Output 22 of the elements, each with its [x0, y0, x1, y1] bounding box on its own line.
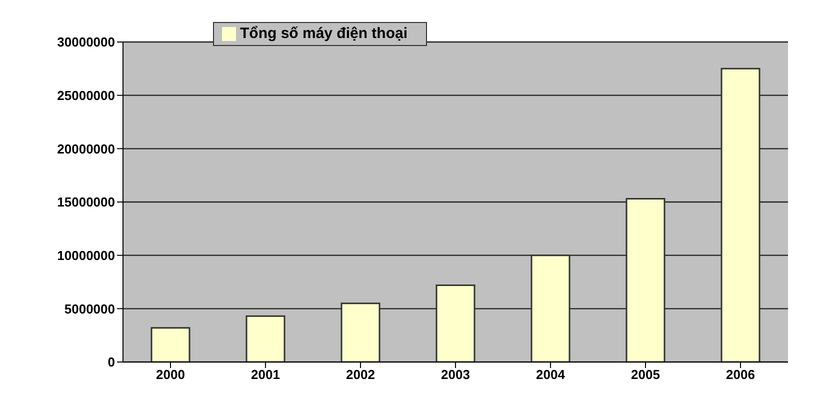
bar [150, 327, 190, 362]
y-tick-label: 15000000 [57, 194, 115, 210]
y-tick-label: 0 [108, 354, 115, 370]
y-tick-label: 5000000 [64, 301, 115, 316]
y-tick-label: 10000000 [57, 248, 115, 263]
legend-label: Tổng số máy điện thoại [240, 25, 408, 42]
y-tick-label: 25000000 [57, 88, 115, 103]
x-tick-label: 2002 [346, 367, 375, 382]
bar [530, 254, 570, 362]
y-tick-label: 20000000 [57, 141, 115, 156]
x-tick-label: 2006 [726, 367, 755, 382]
bar [436, 284, 476, 362]
x-tick-label: 2000 [156, 367, 185, 382]
y-tick-label: 30000000 [57, 34, 115, 50]
x-tick-label: 2005 [631, 367, 660, 382]
bar [340, 302, 380, 362]
x-tick-label: 2003 [441, 367, 470, 382]
x-tick-label: 2001 [251, 367, 280, 382]
bar [246, 315, 286, 362]
bar [720, 68, 760, 362]
x-tick-label: 2004 [536, 367, 566, 382]
bar [626, 198, 666, 362]
